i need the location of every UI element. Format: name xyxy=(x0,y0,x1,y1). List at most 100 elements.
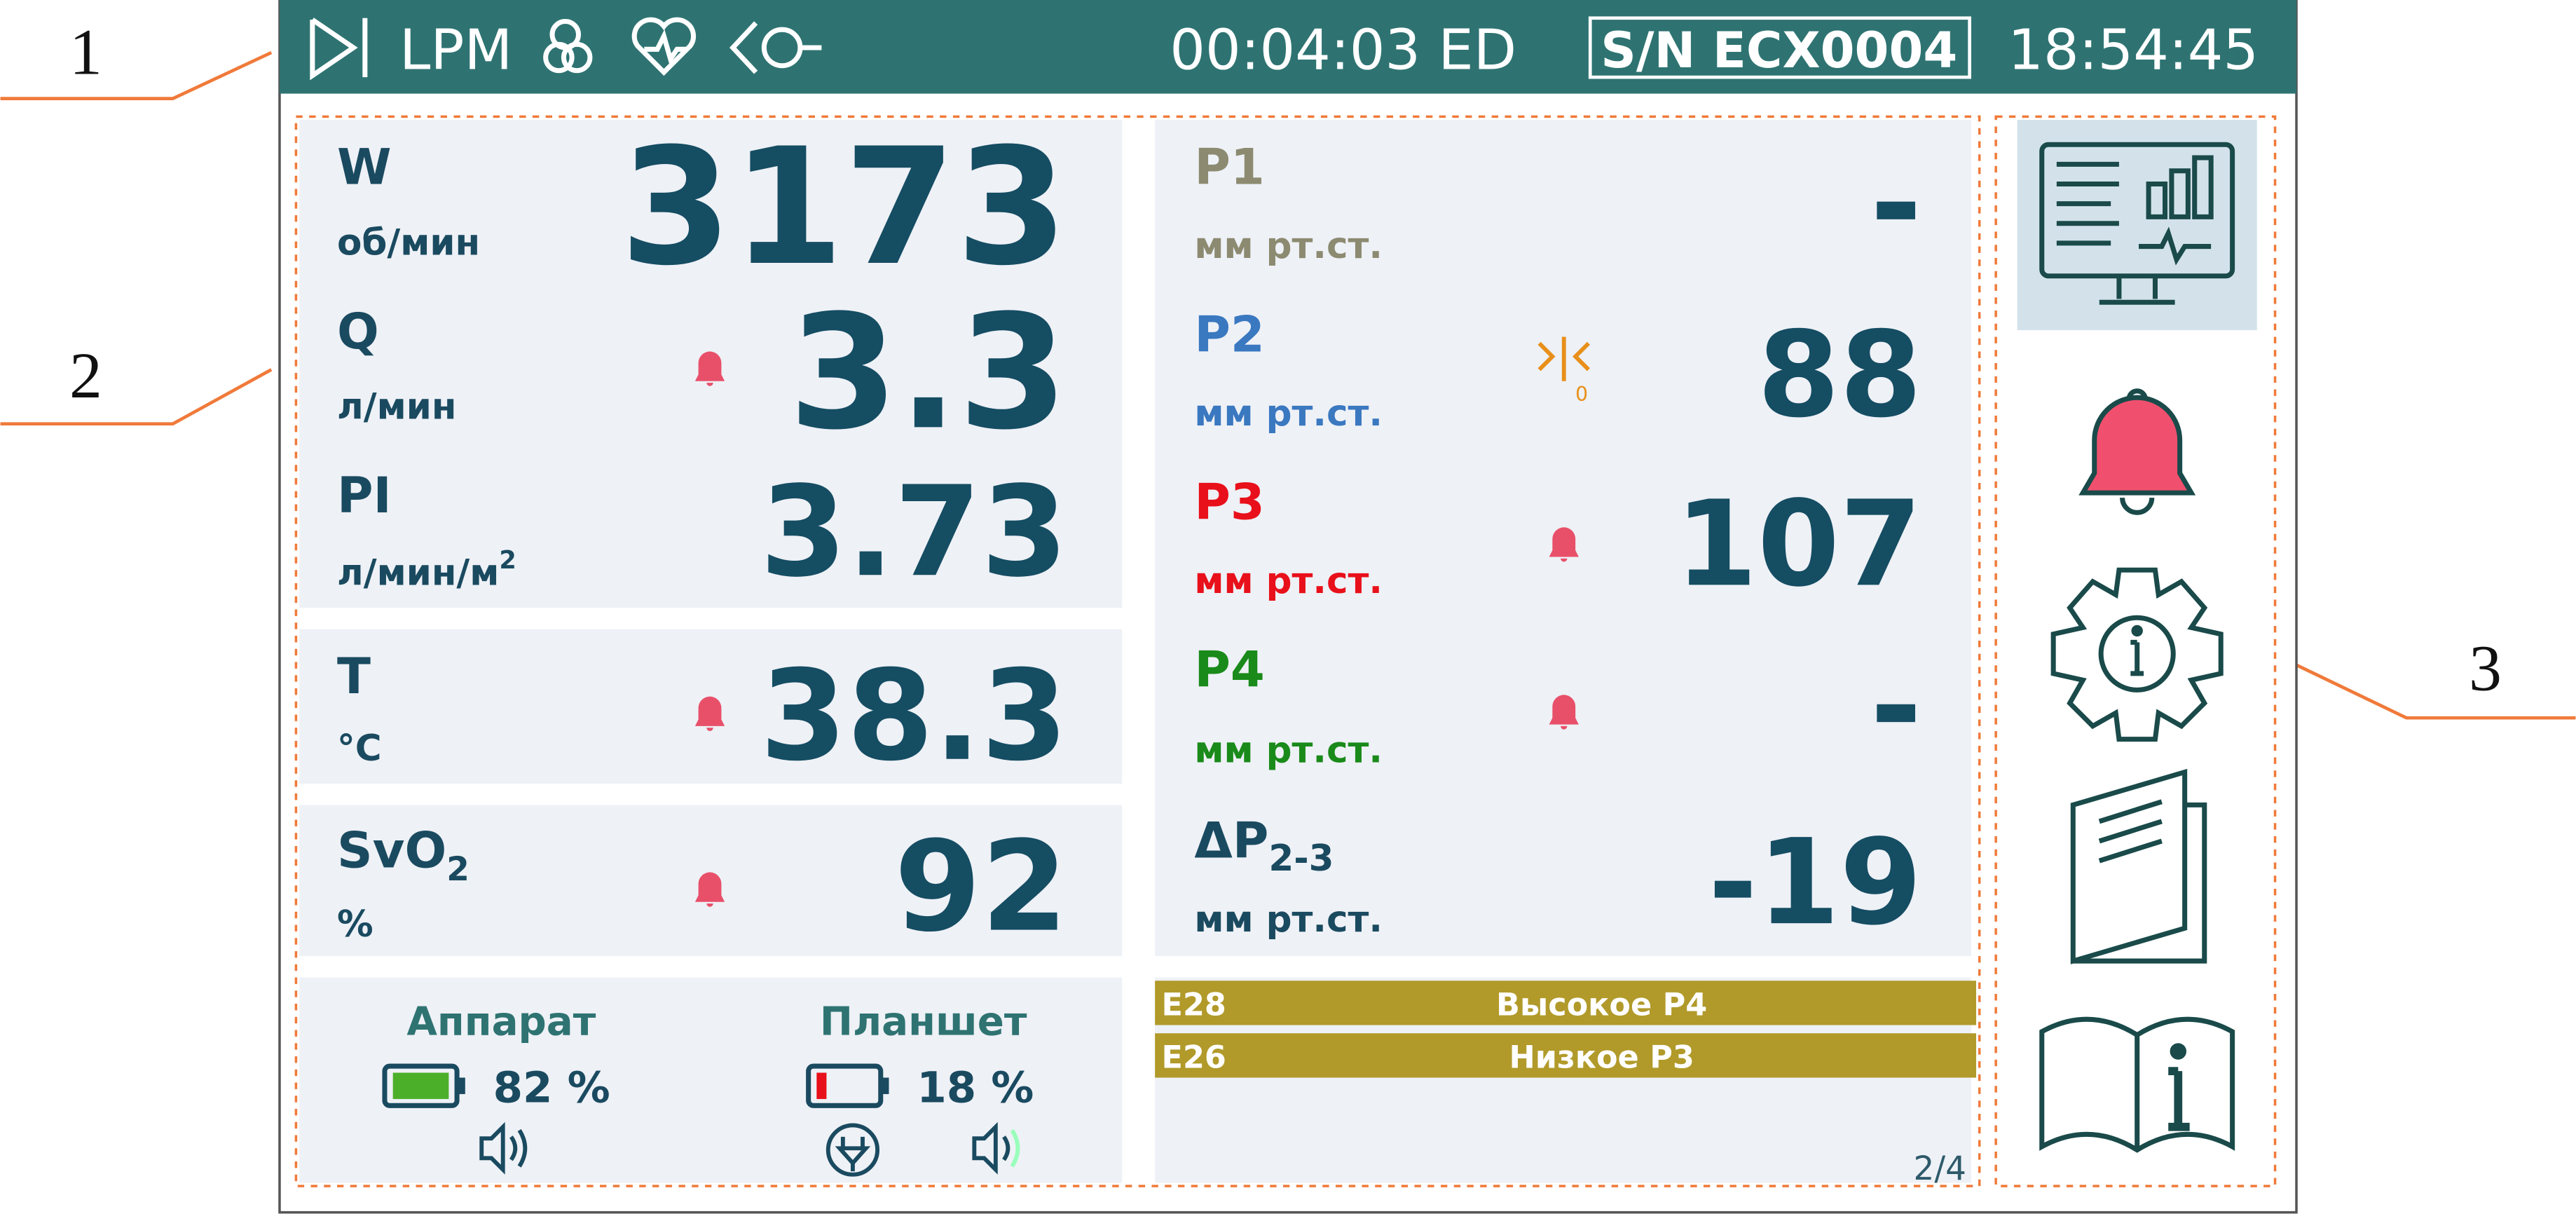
page-indicator: 2/4 xyxy=(1914,1150,1966,1188)
param-p3: P3 мм рт.ст. 107 xyxy=(1194,474,1921,613)
param-unit: мм рт.ст. xyxy=(1194,393,1383,435)
serial-box xyxy=(1588,16,1971,79)
battery-level: 18 % xyxy=(917,1063,1034,1113)
param-name: P3 xyxy=(1194,474,1264,531)
timer: 00:04:03 ED xyxy=(1170,17,1516,82)
param-unit: мм рт.ст. xyxy=(1194,225,1383,267)
alarm-row[interactable] xyxy=(1155,1033,1977,1078)
battery-icon xyxy=(457,1077,465,1094)
callout-label: 2 xyxy=(69,339,102,412)
plug-icon xyxy=(825,1123,880,1177)
param-value: - xyxy=(1870,132,1922,277)
manual-button[interactable] xyxy=(2039,1016,2235,1153)
param-unit: мм рт.ст. xyxy=(1194,560,1383,602)
mode: LPM xyxy=(399,17,512,82)
region-border xyxy=(1994,115,2277,1187)
param-unit: л/мин xyxy=(337,386,456,428)
param-name: P1 xyxy=(1194,138,1264,196)
param-value: 88 xyxy=(1758,306,1922,444)
booklet-icon xyxy=(2070,768,2207,964)
info-i xyxy=(2130,639,2144,676)
callout-line xyxy=(2279,655,2576,720)
speaker-icon xyxy=(479,1121,1020,1177)
serial: S/N ECX0004 xyxy=(1601,22,1957,79)
alarm-text: Низкое P3 xyxy=(1509,1039,1694,1075)
param-value: 38.3 xyxy=(760,644,1067,789)
zero-icon-part xyxy=(1537,341,1556,371)
valve-icon xyxy=(729,21,758,74)
clock: 18:54:45 xyxy=(2008,17,2259,82)
callout-label: 3 xyxy=(2469,632,2502,704)
battery-icon xyxy=(880,1077,889,1094)
alarm-list: E28 Высокое P4 E26 Низкое P3 2/4 xyxy=(1155,981,1977,1188)
param-name: ΔP2-3 xyxy=(1194,812,1334,880)
speaker-icon-part xyxy=(1002,1135,1010,1161)
alarm-row[interactable] xyxy=(1155,981,1977,1025)
booklet-lines xyxy=(2098,799,2163,864)
alarm-text: Высокое P4 xyxy=(1496,986,1707,1023)
unit-text: л/мин/м xyxy=(337,552,499,594)
gear-icon xyxy=(2050,567,2224,742)
param-name: P2 xyxy=(1194,306,1264,364)
heart-icon xyxy=(631,17,697,76)
speaker-icon-part xyxy=(479,1121,505,1175)
param-value: -19 xyxy=(1708,813,1922,951)
name-text: ΔP xyxy=(1194,812,1268,869)
speaker-icon-part xyxy=(509,1128,528,1168)
param-p1: P1 мм рт.ст. - xyxy=(1194,132,1921,277)
param-unit: мм рт.ст. xyxy=(1194,899,1383,941)
param-unit: мм рт.ст. xyxy=(1194,729,1383,771)
info-circle xyxy=(2098,615,2176,693)
param-value: 3.3 xyxy=(788,281,1068,465)
header-icons xyxy=(310,17,822,81)
lungs-icon xyxy=(543,41,575,74)
callout-label: 1 xyxy=(69,15,102,88)
battery-fill xyxy=(816,1072,827,1099)
callout-line xyxy=(0,50,273,100)
speaker-icon-part xyxy=(1010,1128,1020,1168)
lungs-icon xyxy=(561,41,593,74)
unit-sup: 2 xyxy=(499,546,516,575)
book-icon xyxy=(2039,1016,2235,1153)
callouts xyxy=(0,50,2576,720)
param-unit: % xyxy=(337,903,374,946)
name-sub: 2 xyxy=(446,850,470,889)
info-dot xyxy=(2131,625,2143,637)
monitor-button[interactable] xyxy=(2039,142,2235,305)
param-name: T xyxy=(337,648,371,705)
param-name: PI xyxy=(337,467,392,524)
log-button[interactable] xyxy=(2070,768,2207,964)
zero-icon-part xyxy=(1573,341,1590,371)
monitor-tab-bg xyxy=(2017,120,2257,331)
heart-icon xyxy=(644,29,687,65)
name-text: SvO xyxy=(337,821,446,879)
param-value: 3173 xyxy=(620,114,1068,301)
sidebar xyxy=(2039,142,2235,1153)
param-name: W xyxy=(337,138,392,196)
book-dot xyxy=(2170,1043,2187,1060)
battery-fill xyxy=(392,1072,449,1099)
callout-line xyxy=(0,368,273,426)
monitor-icon-part xyxy=(2056,155,2214,305)
param-unit: л/мин/м2 xyxy=(337,546,516,594)
battery-label: Планшет xyxy=(820,1000,1027,1045)
settings-button[interactable] xyxy=(2050,567,2224,742)
left-params: W об/мин 3173 Q л/мин 3.3 PI л/мин/м2 3.… xyxy=(337,114,1068,960)
param-p2: P2 мм рт.ст. 88 xyxy=(1194,306,1921,444)
bell-icon-part xyxy=(2120,388,2155,515)
param-value: 107 xyxy=(1675,475,1921,613)
book-i xyxy=(2168,1067,2190,1131)
battery-panel: Аппарат Планшет 82 % 18 % xyxy=(406,1000,1034,1113)
bell-icon xyxy=(2078,395,2196,496)
right-params: P1 мм рт.ст. - P2 мм рт.ст. 88 0 P3 мм р… xyxy=(1194,132,1921,952)
param-p4: P4 мм рт.ст. - xyxy=(1194,634,1921,779)
battery-icons xyxy=(382,1063,1020,1177)
param-value: 92 xyxy=(894,815,1068,960)
alarm-button[interactable] xyxy=(2078,388,2196,515)
param-value: - xyxy=(1870,634,1922,779)
param-unit: °C xyxy=(337,728,382,770)
param-unit: об/мин xyxy=(337,221,480,264)
battery-level: 82 % xyxy=(493,1063,610,1113)
zero-icon xyxy=(1537,336,1590,381)
